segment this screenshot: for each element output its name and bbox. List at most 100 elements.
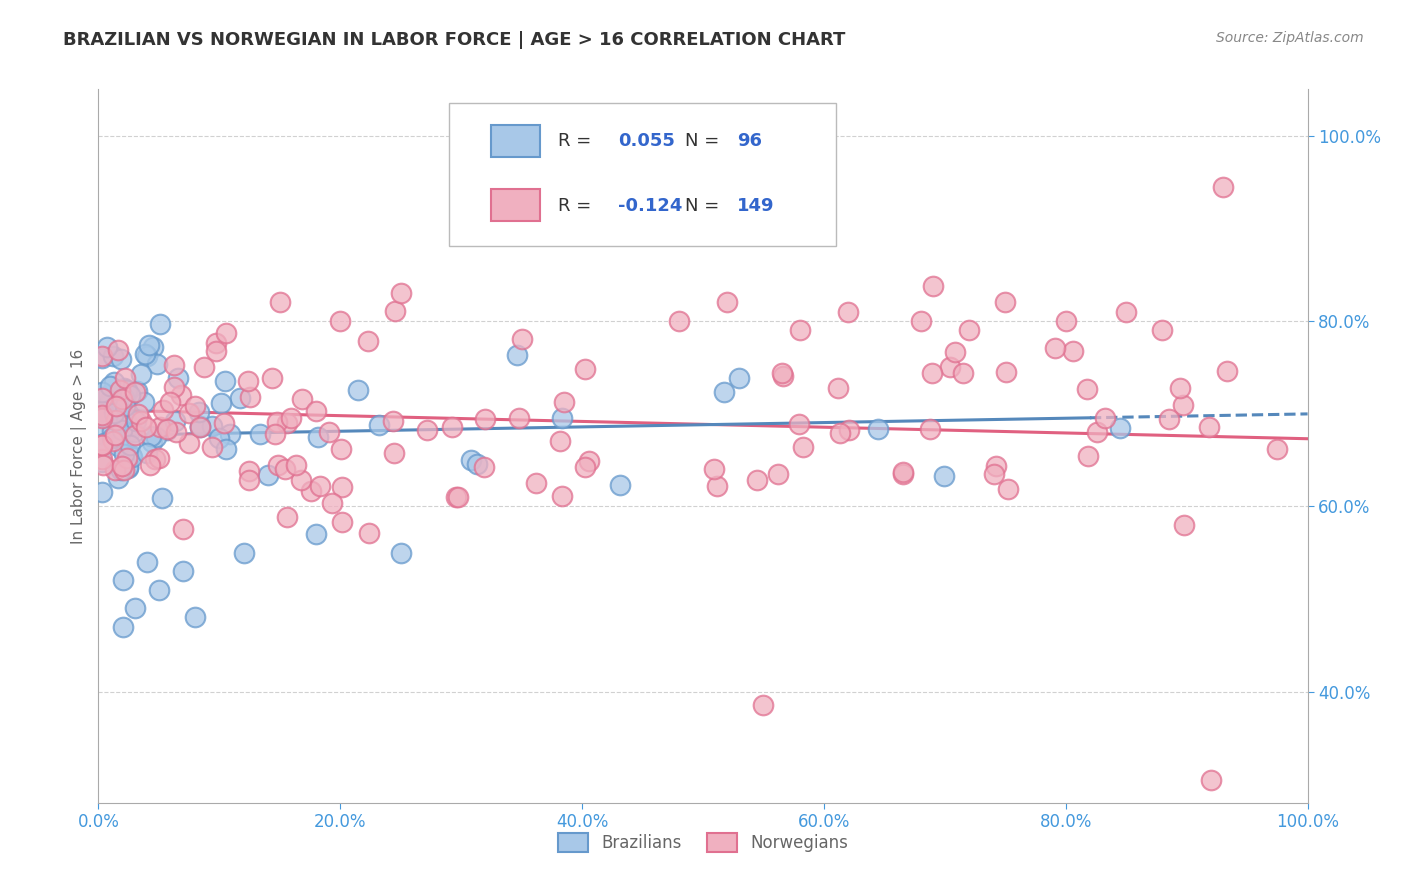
- Point: [184, 400, 207, 414]
- Point: [1076, 382, 1098, 396]
- Point: [135, 555, 157, 569]
- Point: [205, 336, 228, 351]
- Point: [212, 416, 235, 430]
- Point: [920, 422, 942, 436]
- Point: [384, 303, 406, 318]
- Point: [118, 387, 141, 401]
- Point: [105, 413, 128, 427]
- Point: [329, 314, 352, 328]
- Point: [299, 483, 322, 498]
- Point: [1216, 364, 1239, 378]
- Point: [156, 423, 179, 437]
- Bar: [492, 125, 540, 157]
- Point: [1054, 314, 1077, 328]
- Point: [472, 459, 495, 474]
- Point: [285, 458, 308, 473]
- Point: [118, 424, 141, 438]
- Point: [1212, 179, 1234, 194]
- Text: BRAZILIAN VS NORWEGIAN IN LABOR FORCE | AGE > 16 CORRELATION CHART: BRAZILIAN VS NORWEGIAN IN LABOR FORCE | …: [63, 31, 845, 49]
- Point: [139, 458, 162, 473]
- Point: [574, 362, 596, 376]
- Point: [97, 397, 120, 411]
- Point: [792, 440, 814, 454]
- Point: [107, 411, 129, 425]
- Point: [307, 430, 329, 444]
- Point: [229, 391, 252, 405]
- Point: [921, 279, 943, 293]
- Point: [107, 343, 129, 357]
- Point: [125, 414, 148, 428]
- Point: [943, 345, 966, 359]
- Point: [104, 428, 127, 442]
- Point: [290, 473, 312, 487]
- Point: [347, 383, 370, 397]
- Point: [609, 477, 631, 491]
- Text: 96: 96: [737, 132, 762, 150]
- Point: [745, 474, 768, 488]
- Point: [132, 395, 155, 409]
- Point: [787, 417, 810, 431]
- Point: [357, 526, 380, 541]
- Point: [508, 410, 530, 425]
- Point: [107, 407, 129, 421]
- Point: [91, 403, 114, 417]
- Point: [136, 446, 159, 460]
- Point: [321, 496, 343, 510]
- Point: [274, 462, 297, 476]
- Point: [98, 393, 121, 408]
- Point: [368, 418, 391, 433]
- Point: [163, 380, 186, 394]
- Point: [97, 388, 120, 402]
- Point: [232, 545, 254, 559]
- Text: N =: N =: [685, 196, 725, 214]
- Point: [91, 409, 114, 423]
- Point: [921, 366, 943, 380]
- Point: [111, 392, 134, 406]
- Point: [188, 420, 211, 434]
- Point: [389, 286, 412, 301]
- Point: [997, 482, 1019, 496]
- Point: [143, 452, 166, 467]
- Point: [167, 371, 190, 385]
- Point: [357, 334, 380, 348]
- Point: [208, 431, 231, 445]
- Point: [101, 431, 124, 445]
- Point: [127, 407, 149, 421]
- Point: [276, 510, 298, 524]
- Point: [177, 406, 200, 420]
- Point: [236, 374, 259, 388]
- Point: [249, 427, 271, 442]
- Point: [188, 420, 211, 434]
- Point: [706, 478, 728, 492]
- Point: [165, 425, 187, 440]
- Point: [156, 422, 179, 436]
- Point: [932, 469, 955, 483]
- Point: [104, 463, 127, 477]
- Point: [574, 459, 596, 474]
- Point: [205, 343, 228, 358]
- Point: [111, 423, 134, 437]
- Point: [827, 381, 849, 395]
- Point: [108, 383, 131, 397]
- Point: [107, 439, 129, 453]
- Point: [1199, 772, 1222, 787]
- Point: [117, 460, 139, 475]
- Point: [93, 435, 115, 450]
- Point: [152, 491, 174, 505]
- Point: [91, 485, 114, 500]
- Point: [957, 323, 980, 337]
- Point: [256, 468, 278, 483]
- Point: [96, 340, 118, 354]
- Point: [114, 371, 136, 385]
- Point: [170, 387, 193, 401]
- Point: [112, 391, 135, 405]
- Point: [994, 365, 1017, 379]
- Point: [91, 455, 114, 469]
- Point: [115, 414, 138, 428]
- Bar: [492, 189, 540, 221]
- Point: [124, 428, 146, 442]
- Point: [111, 399, 134, 413]
- Point: [112, 447, 135, 461]
- Point: [188, 419, 211, 434]
- Point: [1062, 344, 1084, 359]
